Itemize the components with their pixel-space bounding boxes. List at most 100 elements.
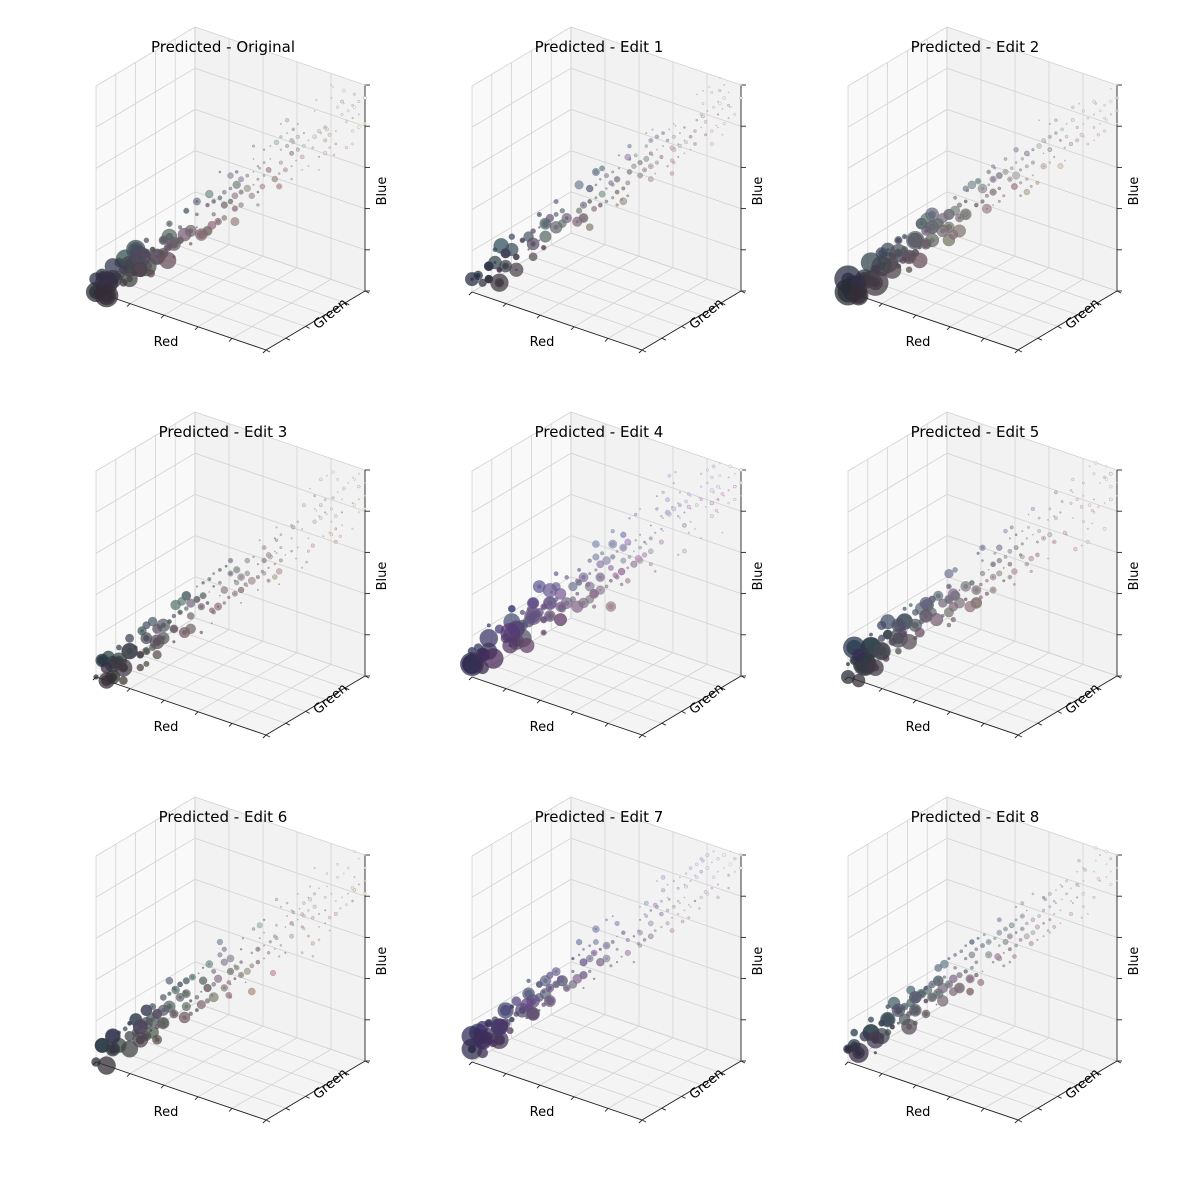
data-point — [336, 863, 339, 866]
data-point — [258, 539, 261, 542]
green-tick — [1096, 1072, 1102, 1076]
green-tick — [740, 290, 746, 294]
green-tick — [305, 325, 310, 329]
data-point — [272, 574, 278, 580]
data-point — [665, 908, 670, 913]
data-point — [668, 128, 671, 131]
data-point — [178, 610, 182, 614]
data-point — [1009, 576, 1011, 578]
green-tick — [661, 337, 667, 341]
data-point — [575, 938, 583, 946]
data-point — [228, 199, 233, 204]
data-point — [218, 568, 222, 572]
data-point — [351, 142, 354, 146]
data-point — [195, 226, 198, 229]
data-point — [554, 613, 567, 627]
data-point — [279, 546, 283, 550]
data-point — [620, 197, 624, 201]
data-point — [866, 659, 884, 677]
data-point — [996, 917, 1002, 923]
data-point — [330, 97, 333, 99]
x-axis-label: Red — [530, 720, 555, 735]
data-point — [928, 210, 936, 219]
data-point — [1115, 83, 1119, 87]
data-point — [1096, 877, 1101, 881]
data-point — [1046, 929, 1050, 932]
data-point — [118, 265, 128, 275]
data-point — [964, 944, 968, 948]
data-point — [252, 158, 255, 160]
data-point — [496, 267, 502, 273]
data-point — [620, 955, 623, 958]
data-point — [699, 112, 703, 117]
data-point — [717, 870, 719, 873]
data-point — [1086, 142, 1090, 146]
data-point — [526, 1007, 540, 1021]
data-point — [1076, 139, 1079, 142]
data-point — [852, 1046, 865, 1060]
data-point — [201, 581, 205, 585]
data-point — [238, 586, 245, 594]
data-point — [307, 909, 310, 912]
data-point — [330, 893, 333, 895]
back-pane — [571, 797, 741, 1061]
data-point — [618, 568, 625, 575]
data-point — [665, 921, 670, 926]
data-point — [728, 464, 733, 469]
data-point — [671, 904, 676, 909]
data-point — [698, 907, 701, 910]
green-axis-line — [641, 675, 742, 736]
data-point — [318, 503, 323, 508]
data-point — [1021, 927, 1024, 931]
data-point — [960, 581, 972, 592]
data-point — [278, 558, 283, 563]
data-point — [852, 648, 865, 662]
data-point — [261, 545, 267, 550]
data-point — [1014, 943, 1018, 948]
data-point — [1105, 876, 1108, 878]
data-point — [1109, 882, 1113, 886]
data-point — [164, 244, 171, 251]
green-tick — [265, 1119, 271, 1123]
data-point — [1012, 954, 1017, 959]
data-point — [653, 570, 657, 573]
red-axis-line — [95, 1061, 267, 1121]
data-point — [351, 502, 354, 504]
data-point — [486, 623, 491, 628]
data-point — [649, 139, 652, 142]
data-point — [171, 1011, 177, 1017]
data-point — [658, 539, 664, 545]
data-point — [211, 622, 213, 625]
data-point — [677, 913, 680, 916]
data-point — [273, 550, 276, 553]
green-tick — [285, 337, 291, 341]
axes — [92, 854, 370, 1124]
data-point — [224, 564, 228, 568]
green-tick — [681, 1095, 686, 1099]
data-point — [169, 239, 179, 249]
data-point — [1071, 105, 1075, 109]
data-point — [540, 616, 548, 624]
data-point — [719, 487, 721, 490]
green-tick — [720, 1072, 726, 1076]
data-point — [1116, 110, 1118, 112]
data-point — [315, 509, 318, 512]
green-tick — [1017, 349, 1023, 353]
data-point — [341, 896, 343, 899]
data-point — [256, 563, 259, 566]
data-point — [336, 477, 340, 481]
data-point — [188, 241, 193, 246]
green-axis-line — [641, 290, 742, 351]
data-point — [497, 1002, 514, 1019]
data-point — [740, 854, 742, 856]
red-tick — [946, 711, 951, 716]
data-point — [615, 947, 619, 951]
data-point — [1081, 891, 1086, 896]
data-point — [1024, 164, 1029, 169]
green-axis-line — [641, 1060, 742, 1121]
data-point — [1025, 563, 1028, 565]
data-point — [1075, 125, 1079, 129]
data-point — [1052, 925, 1057, 929]
data-point — [582, 948, 585, 951]
data-point — [496, 279, 503, 287]
